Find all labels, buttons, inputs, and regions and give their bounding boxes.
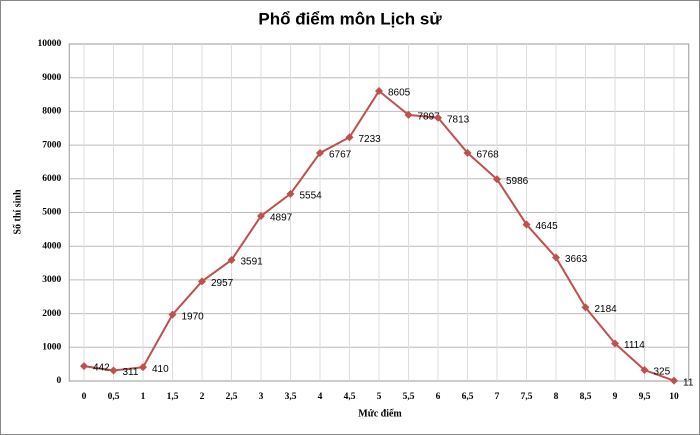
- x-tick-label: 6,5: [462, 392, 474, 402]
- data-point: [493, 175, 501, 184]
- x-tick-label: 8: [554, 392, 559, 402]
- y-tick-label: 2000: [42, 309, 61, 319]
- data-label: 6767: [329, 150, 352, 161]
- x-tick-label: 0: [82, 392, 87, 402]
- data-label: 4897: [270, 213, 293, 224]
- x-tick-label: 8,5: [580, 392, 592, 402]
- data-point: [670, 376, 678, 385]
- data-point: [375, 87, 383, 96]
- data-label: 1970: [182, 311, 205, 322]
- x-tick-label: 9,5: [639, 392, 651, 402]
- data-point: [286, 189, 295, 198]
- marks: 442 311 410 1970 2957 3591 4897 5554 6767 7233 860…: [80, 87, 694, 388]
- chart-title: Phổ điểm môn Lịch sử: [258, 9, 442, 28]
- x-tick-label: 1,5: [167, 392, 179, 402]
- data-point: [611, 339, 619, 348]
- y-tick-label: 5000: [42, 208, 61, 218]
- data-point: [404, 110, 413, 119]
- y-tick-label: 4000: [42, 241, 61, 251]
- data-label: 311: [123, 367, 139, 378]
- data-point: [552, 253, 560, 262]
- data-point: [257, 211, 265, 220]
- x-tick-label: 4: [318, 392, 323, 402]
- x-tick-label: 2: [200, 392, 205, 402]
- data-label: 7233: [359, 134, 382, 145]
- x-tick-label: 6: [436, 392, 441, 402]
- data-point: [198, 277, 206, 286]
- data-label: 8605: [388, 88, 411, 99]
- data-label: 7813: [447, 114, 470, 125]
- x-tick-label: 5,5: [403, 392, 415, 402]
- y-tick-label: 3000: [42, 275, 61, 285]
- y-tick-label: 10000: [38, 39, 62, 49]
- data-label: 6768: [477, 150, 500, 161]
- data-label: 442: [93, 363, 110, 374]
- x-tick-label: 7,5: [521, 392, 533, 402]
- data-point: [640, 366, 649, 375]
- data-point: [227, 255, 236, 264]
- data-label: 4645: [536, 221, 559, 232]
- data-label: 2184: [595, 304, 618, 315]
- x-tick-label: 0,5: [108, 392, 120, 402]
- data-label: 3591: [241, 257, 264, 268]
- y-axis-title: Số thí sinh: [12, 189, 23, 234]
- data-label: 3663: [565, 254, 588, 265]
- x-tick-label: 5: [377, 392, 382, 402]
- data-label: 7897: [418, 112, 441, 123]
- data-point: [316, 148, 324, 157]
- data-label: 2957: [211, 278, 234, 289]
- x-tick-label: 4,5: [344, 392, 356, 402]
- x-axis-title: Mức điểm: [358, 408, 402, 419]
- data-label: 5554: [300, 190, 323, 201]
- data-point: [345, 133, 354, 142]
- y-tick-label: 6000: [42, 174, 61, 184]
- data-label: 11: [683, 377, 694, 388]
- y-tick-label: 0: [57, 376, 62, 386]
- x-tick-label: 3: [259, 392, 264, 402]
- data-point: [80, 362, 88, 371]
- x-tick-label: 3,5: [285, 392, 297, 402]
- y-tick-label: 9000: [42, 73, 61, 83]
- x-tick-label: 9: [613, 392, 618, 402]
- x-tick-label: 1: [141, 392, 146, 402]
- data-point: [109, 366, 118, 375]
- data-label: 1114: [624, 340, 645, 351]
- data-label: 325: [654, 367, 671, 378]
- data-point: [581, 303, 590, 312]
- data-point: [522, 220, 531, 229]
- data-point: [168, 310, 177, 319]
- x-tick-label: 7: [495, 392, 500, 402]
- data-label: 5986: [506, 176, 529, 187]
- y-tick-label: 8000: [42, 107, 61, 117]
- data-point: [463, 148, 472, 157]
- grid: [68, 43, 690, 382]
- y-tick-label: 7000: [42, 140, 61, 150]
- data-point: [139, 363, 147, 372]
- data-point: [434, 113, 442, 122]
- data-label: 410: [152, 364, 169, 375]
- x-tick-label: 2,5: [226, 392, 238, 402]
- x-tick-label: 10: [669, 392, 679, 402]
- y-tick-label: 1000: [42, 342, 61, 352]
